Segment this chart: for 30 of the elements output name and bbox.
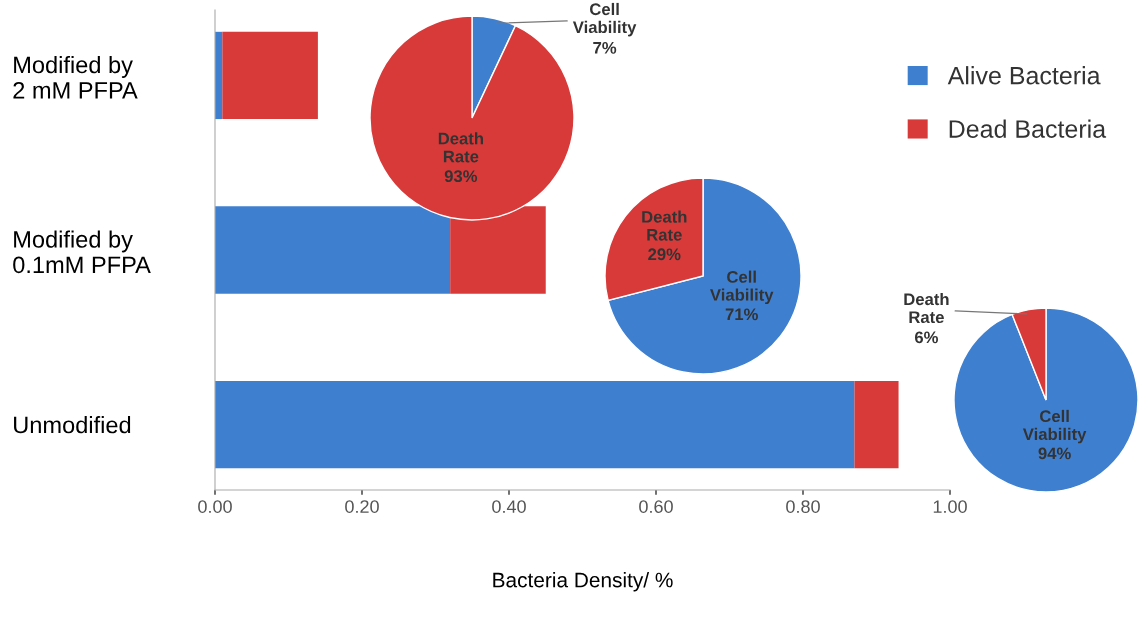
legend-label: Dead Bacteria — [949, 119, 1107, 138]
slice-label: Death Rate — [904, 292, 949, 324]
x-tick-label: 0.00 — [198, 500, 232, 513]
slice-label: Cell Viability — [710, 270, 774, 305]
x-tick-label: 0.40 — [492, 500, 526, 513]
x-tick-label: 0.20 — [345, 500, 379, 513]
x-axis-title: Bacteria Density/ % — [493, 572, 673, 592]
x-tick-label: 1.00 — [933, 500, 967, 513]
bar — [215, 380, 855, 469]
bar — [215, 206, 451, 294]
pie-slice — [953, 307, 1139, 493]
data-label: 7% — [593, 41, 617, 54]
x-tick-label: 0.80 — [786, 500, 820, 513]
slice-label: Cell Viability — [572, 2, 637, 37]
pie-slice — [607, 177, 802, 375]
bar — [222, 31, 318, 120]
legend-label: Alive Bacteria — [947, 66, 1101, 85]
data-label: 71% — [725, 308, 758, 321]
data-label: 94% — [1038, 447, 1071, 460]
data-label: 29% — [648, 248, 681, 261]
y-tick-label: Modified by 2 mM PFPA — [13, 55, 138, 99]
x-tick-label: 0.60 — [639, 500, 673, 513]
slice-label: Death Rate — [642, 210, 687, 241]
data-label: 6% — [914, 331, 939, 344]
bar — [854, 380, 899, 469]
slice-label: Cell Viability — [1022, 409, 1087, 444]
data-label: 93% — [444, 170, 478, 183]
slice-label: Death Rate — [438, 132, 483, 163]
y-tick-label: Modified by 0.1mM PFPA — [13, 230, 151, 274]
y-tick-label: Unmodified — [14, 415, 131, 434]
